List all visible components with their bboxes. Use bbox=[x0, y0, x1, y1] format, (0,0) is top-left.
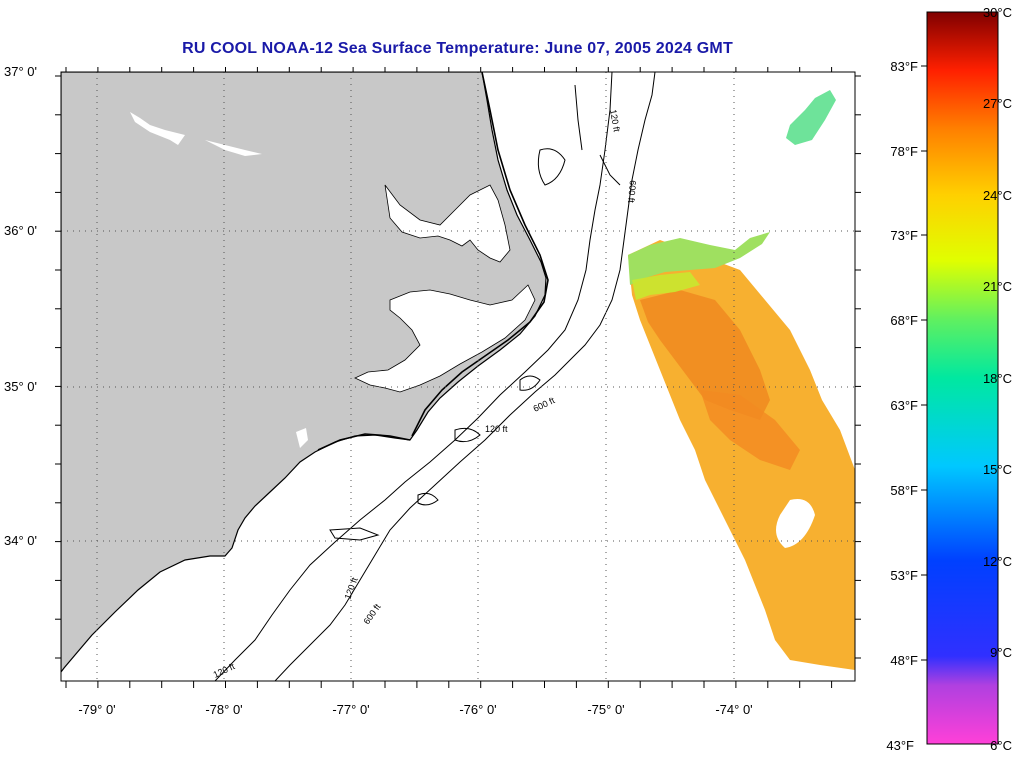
colorbar-c-label: 12°C bbox=[983, 554, 1012, 569]
pamlico-sound bbox=[354, 284, 536, 393]
colorbar bbox=[926, 11, 999, 745]
colorbar-f-label: 43°F bbox=[886, 738, 914, 753]
colorbar-ticks bbox=[921, 65, 927, 661]
colorbar-c-label: 9°C bbox=[990, 645, 1012, 660]
colorbar-f-label: 73°F bbox=[890, 228, 918, 243]
colorbar-f-label: 53°F bbox=[890, 568, 918, 583]
colorbar-c-label: 30°C bbox=[983, 5, 1012, 20]
graticule bbox=[61, 72, 855, 681]
lon-label-76: -76° 0' bbox=[459, 702, 496, 717]
axis-ticks bbox=[55, 67, 861, 688]
colorbar-f-label: 48°F bbox=[890, 653, 918, 668]
lat-label-34: 34° 0' bbox=[4, 533, 37, 548]
colorbar-c-label: 18°C bbox=[983, 371, 1012, 386]
colorbar-f-label: 78°F bbox=[890, 144, 918, 159]
colorbar-f-label: 68°F bbox=[890, 313, 918, 328]
lon-label-79: -79° 0' bbox=[78, 702, 115, 717]
lon-label-74: -74° 0' bbox=[715, 702, 752, 717]
colorbar-c-label: 24°C bbox=[983, 188, 1012, 203]
colorbar-c-label: 15°C bbox=[983, 462, 1012, 477]
colorbar-f-label: 83°F bbox=[890, 59, 918, 74]
colorbar-c-label: 21°C bbox=[983, 279, 1012, 294]
lon-label-75: -75° 0' bbox=[587, 702, 624, 717]
barrier-islands bbox=[317, 72, 549, 451]
colorbar-f-label: 58°F bbox=[890, 483, 918, 498]
colorbar-c-label: 27°C bbox=[983, 96, 1012, 111]
lat-label-36: 36° 0' bbox=[4, 223, 37, 238]
depth-contours bbox=[214, 72, 656, 681]
lon-label-77: -77° 0' bbox=[332, 702, 369, 717]
lat-label-35: 35° 0' bbox=[4, 379, 37, 394]
contour-label-120-b: 120 ft bbox=[485, 424, 508, 434]
contour-label-120: 120 ft bbox=[608, 109, 622, 133]
colorbar-f-label: 63°F bbox=[890, 398, 918, 413]
colorbar-c-label: 6°C bbox=[990, 738, 1012, 753]
map-border bbox=[60, 71, 856, 682]
map-title: RU COOL NOAA-12 Sea Surface Temperature:… bbox=[182, 40, 733, 57]
lon-label-78: -78° 0' bbox=[205, 702, 242, 717]
lat-label-37: 37° 0' bbox=[4, 64, 37, 79]
sst-swath bbox=[628, 90, 855, 670]
albemarle-sound bbox=[384, 184, 511, 263]
contour-label-600: 600 ft bbox=[626, 180, 638, 204]
